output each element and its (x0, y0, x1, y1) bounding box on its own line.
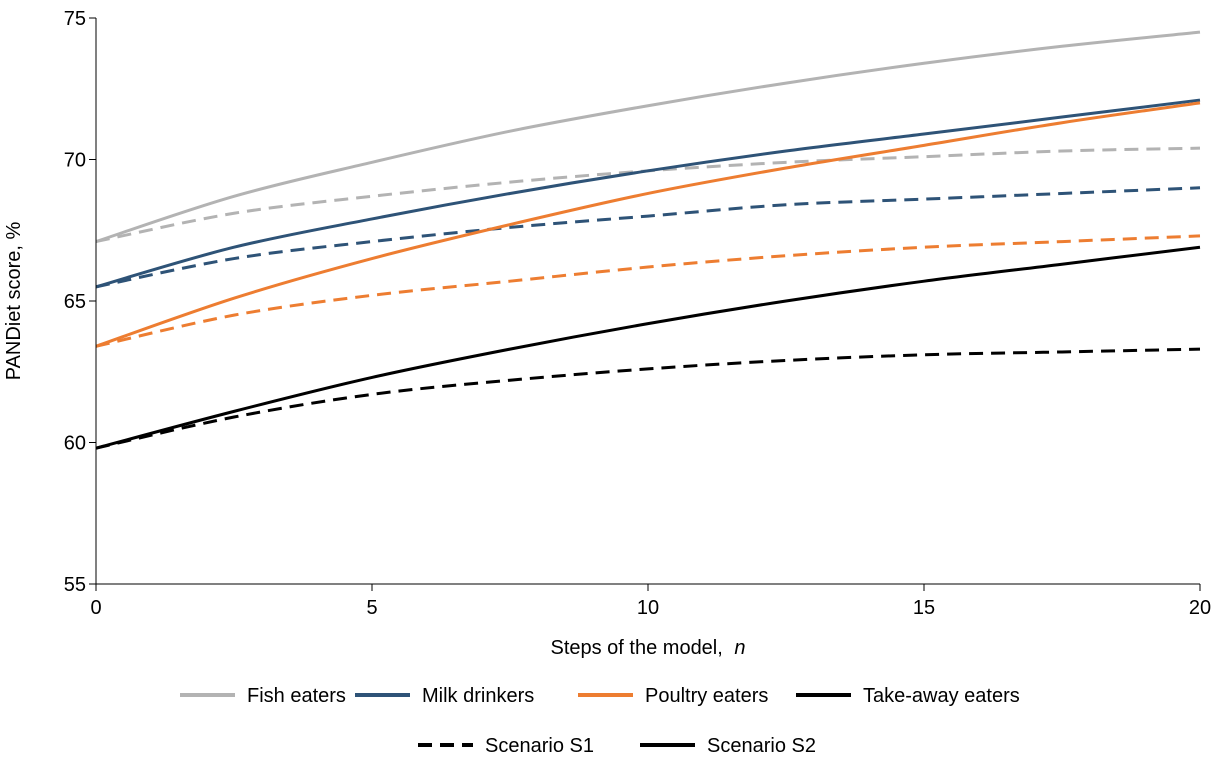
x-tick-label: 20 (1189, 597, 1211, 619)
y-tick-label: 60 (64, 433, 86, 455)
x-tick-label: 5 (366, 597, 377, 619)
y-tick-label: 65 (64, 291, 86, 313)
x-axis-label: Steps of the model, n (550, 637, 745, 659)
series-line-take-away-eaters-scenario-s1 (95, 347, 1201, 450)
x-tick-label: 15 (913, 597, 935, 619)
series-line-fish-eaters-scenario-s2 (95, 30, 1201, 243)
ticks-layer: 55 60 65 70 75 0 5 10 15 20 (64, 8, 1211, 619)
x-tick-label: 0 (90, 597, 101, 619)
series-line-milk-drinkers-scenario-s1 (95, 186, 1201, 289)
series-line-take-away-eaters-scenario-s2 (95, 245, 1201, 450)
x-axis-label-text: Steps of the model, (550, 637, 722, 659)
x-tick-label: 10 (637, 597, 659, 619)
series-line-milk-drinkers-scenario-s2 (95, 98, 1201, 289)
axes-layer (95, 18, 1200, 585)
legend-scenarios: Scenario S1 Scenario S2 (418, 735, 816, 757)
y-tick-label: 75 (64, 8, 86, 30)
y-tick-label: 70 (64, 150, 86, 172)
y-tick-label: 55 (64, 574, 86, 596)
legend-label-scenario-s2: Scenario S2 (707, 735, 816, 757)
legend-label-milk-drinkers: Milk drinkers (422, 685, 534, 707)
series-line-poultry-eaters-scenario-s2 (95, 101, 1201, 348)
y-axis-label: PANDiet score, % (3, 222, 25, 381)
series-line-poultry-eaters-scenario-s1 (95, 234, 1201, 348)
legend-groups: Fish eaters Milk drinkers Poultry eaters Ta… (180, 685, 1020, 707)
legend-label-poultry-eaters: Poultry eaters (645, 685, 768, 707)
legend-label-take-away-eaters: Take-away eaters (863, 685, 1020, 707)
legend-label-scenario-s1: Scenario S1 (485, 735, 594, 757)
x-axis-label-variable: n (734, 637, 745, 659)
legend-label-fish-eaters: Fish eaters (247, 685, 346, 707)
series-layer (95, 30, 1201, 450)
